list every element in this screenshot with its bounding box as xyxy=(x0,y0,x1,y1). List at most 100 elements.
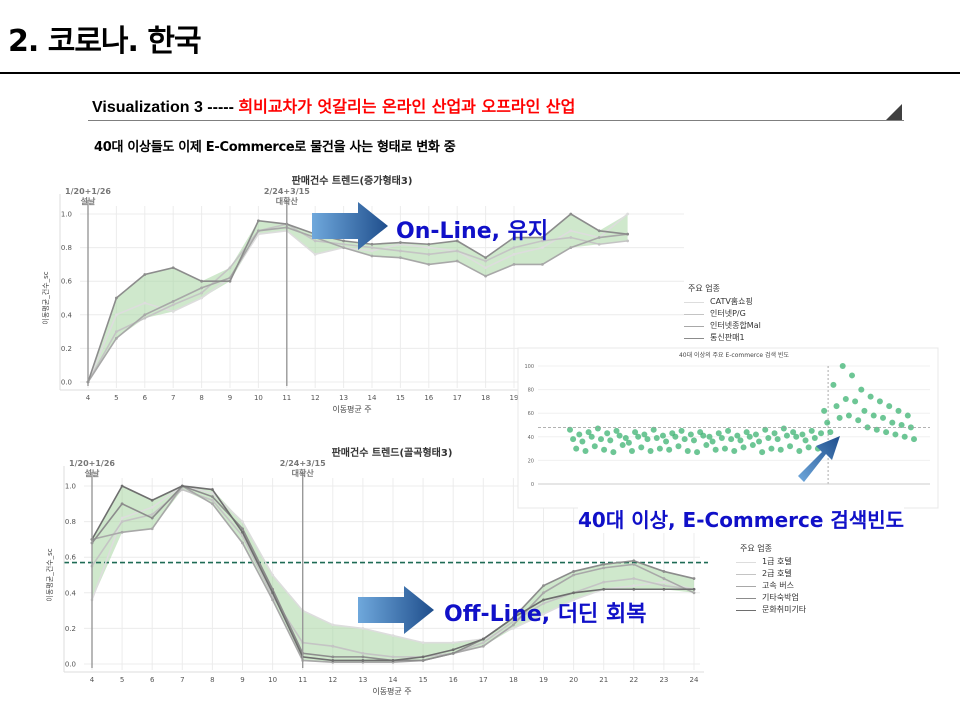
data-point xyxy=(572,591,575,594)
data-point xyxy=(710,439,716,445)
legend-item: 고속 버스 xyxy=(736,580,806,592)
data-point xyxy=(542,584,545,587)
corner-triangle-icon xyxy=(886,104,902,120)
data-point xyxy=(362,652,365,655)
data-point xyxy=(200,292,203,295)
data-point xyxy=(855,417,861,423)
data-point xyxy=(211,499,214,502)
data-point xyxy=(753,431,759,437)
legend-label: 문화취미기타 xyxy=(762,605,806,614)
data-point xyxy=(682,436,688,442)
legend-label: 인터넷종합Mal xyxy=(710,321,761,330)
data-point xyxy=(172,266,175,269)
data-point xyxy=(617,433,623,439)
y-tick-label: 0.8 xyxy=(61,244,72,252)
legend-item: 통신판매1 xyxy=(684,332,761,344)
data-point xyxy=(115,313,118,316)
data-point xyxy=(750,442,756,448)
data-point xyxy=(861,408,867,414)
data-point xyxy=(635,434,641,440)
data-point xyxy=(484,266,487,269)
y-tick-label: 80 xyxy=(528,388,534,394)
legend-title: 주요 업종 xyxy=(684,282,761,296)
data-point xyxy=(121,517,124,520)
data-point xyxy=(598,236,601,239)
data-point xyxy=(840,363,846,369)
y-tick-label: 1.0 xyxy=(65,483,76,491)
data-point xyxy=(737,437,743,443)
data-point xyxy=(422,659,425,662)
data-point xyxy=(648,448,654,454)
data-point xyxy=(691,437,697,443)
legend-label: 1급 호텔 xyxy=(762,557,792,566)
data-point xyxy=(482,638,485,641)
x-tick-label: 14 xyxy=(389,676,398,684)
offline-annotation: Off-Line, 더딘 회복 xyxy=(444,596,646,628)
y-tick-label: 40 xyxy=(528,435,534,441)
data-point xyxy=(452,648,455,651)
legend-item: 문화취미기타 xyxy=(736,604,806,616)
data-point xyxy=(852,398,858,404)
data-point xyxy=(331,645,334,648)
legend-item: 인터넷종합Mal xyxy=(684,320,761,332)
data-point xyxy=(598,436,604,442)
y-tick-label: 1.0 xyxy=(61,211,72,219)
x-tick-label: 12 xyxy=(328,676,337,684)
y-tick-label: 0.6 xyxy=(61,278,73,286)
data-point xyxy=(654,435,660,441)
x-tick-label: 9 xyxy=(228,394,232,402)
data-point xyxy=(211,495,214,498)
data-point xyxy=(768,446,774,452)
y-tick-label: 0.8 xyxy=(65,518,76,526)
data-point xyxy=(143,273,146,276)
x-tick-label: 11 xyxy=(298,676,307,684)
data-point xyxy=(241,531,244,534)
title-divider xyxy=(0,72,960,74)
data-point xyxy=(632,584,635,587)
x-tick-label: 7 xyxy=(171,394,175,402)
data-point xyxy=(572,574,575,577)
event-label: 설날 xyxy=(81,196,96,206)
data-point xyxy=(151,513,154,516)
data-point xyxy=(880,415,886,421)
data-point xyxy=(911,436,917,442)
data-point xyxy=(569,213,572,216)
data-point xyxy=(422,641,425,644)
y-axis-label: 이동평균_건수_sc xyxy=(41,271,50,324)
data-point xyxy=(427,246,430,249)
data-point xyxy=(756,439,762,445)
data-point xyxy=(456,250,459,253)
data-point xyxy=(846,413,852,419)
data-point xyxy=(115,297,118,300)
legend-label: 기타숙박업 xyxy=(762,593,799,602)
online-annotation: On-Line, 유지 xyxy=(396,213,548,245)
data-point xyxy=(725,428,731,434)
x-tick-label: 13 xyxy=(339,394,348,402)
x-tick-label: 7 xyxy=(180,676,184,684)
data-point xyxy=(821,408,827,414)
visualization-heading: Visualization 3 ----- 희비교차가 엇갈리는 온라인 산업과… xyxy=(92,93,575,117)
x-tick-label: 10 xyxy=(254,394,263,402)
x-tick-label: 6 xyxy=(150,676,155,684)
data-point xyxy=(121,531,124,534)
data-point xyxy=(241,542,244,545)
data-point xyxy=(632,559,635,562)
search-arrow-icon xyxy=(796,432,846,488)
legend-swatch xyxy=(736,562,756,563)
data-point xyxy=(143,302,146,305)
data-point xyxy=(371,255,374,258)
data-point xyxy=(181,485,184,488)
data-point xyxy=(693,591,696,594)
data-point xyxy=(151,527,154,530)
data-point xyxy=(484,256,487,259)
data-point xyxy=(626,233,629,236)
data-point xyxy=(693,577,696,580)
data-point xyxy=(331,655,334,658)
x-tick-label: 14 xyxy=(368,394,377,402)
data-point xyxy=(172,310,175,313)
data-point xyxy=(775,436,781,442)
data-point xyxy=(484,275,487,278)
data-point xyxy=(579,439,585,445)
y-tick-label: 0.0 xyxy=(61,379,72,387)
data-point xyxy=(392,659,395,662)
